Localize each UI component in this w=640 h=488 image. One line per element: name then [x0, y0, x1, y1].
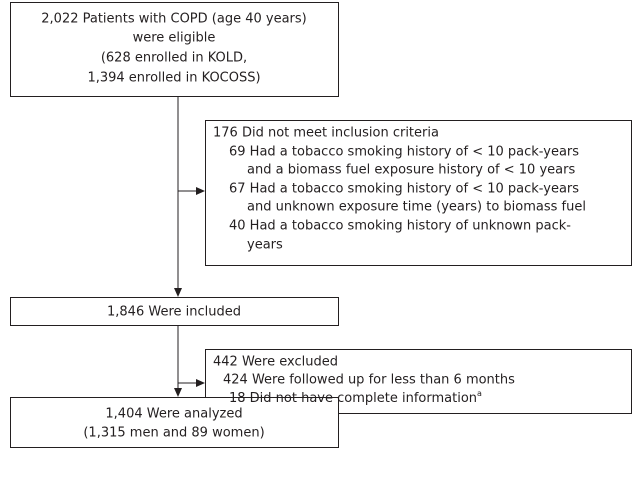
- node-text: 2,022 Patients with COPD (age 40 years): [41, 12, 306, 27]
- arrowhead: [196, 379, 205, 387]
- node-text: 1,404 Were analyzed: [105, 407, 242, 422]
- arrowhead: [174, 288, 182, 297]
- node-text: 67 Had a tobacco smoking history of < 10…: [229, 182, 579, 197]
- node-text: 176 Did not meet inclusion criteria: [213, 126, 439, 141]
- footnote-mark: a: [477, 389, 482, 398]
- node-text: 69 Had a tobacco smoking history of < 10…: [229, 145, 579, 160]
- box: [205, 120, 632, 266]
- node-text: 18 Did not have complete informationa: [229, 389, 482, 406]
- node-text: and unknown exposure time (years) to bio…: [247, 200, 586, 215]
- node-text: 40 Had a tobacco smoking history of unkn…: [229, 219, 571, 234]
- box: [10, 297, 339, 326]
- box: [10, 2, 339, 97]
- node-text: and a biomass fuel exposure history of <…: [247, 163, 575, 178]
- node-text-line: 18 Did not have complete information: [229, 391, 477, 406]
- arrowhead: [174, 388, 182, 397]
- node-text: 424 Were followed up for less than 6 mon…: [223, 373, 515, 388]
- node-text: 442 Were excluded: [213, 355, 338, 370]
- node-text: (628 enrolled in KOLD,: [101, 51, 247, 66]
- node-text: were eligible: [133, 31, 216, 46]
- node-text: (1,315 men and 89 women): [83, 426, 264, 441]
- box: [10, 397, 339, 448]
- arrowhead: [196, 187, 205, 195]
- node-text: years: [247, 238, 283, 253]
- node-text: 1,394 enrolled in KOCOSS): [87, 71, 260, 86]
- node-text: 1,846 Were included: [107, 305, 241, 320]
